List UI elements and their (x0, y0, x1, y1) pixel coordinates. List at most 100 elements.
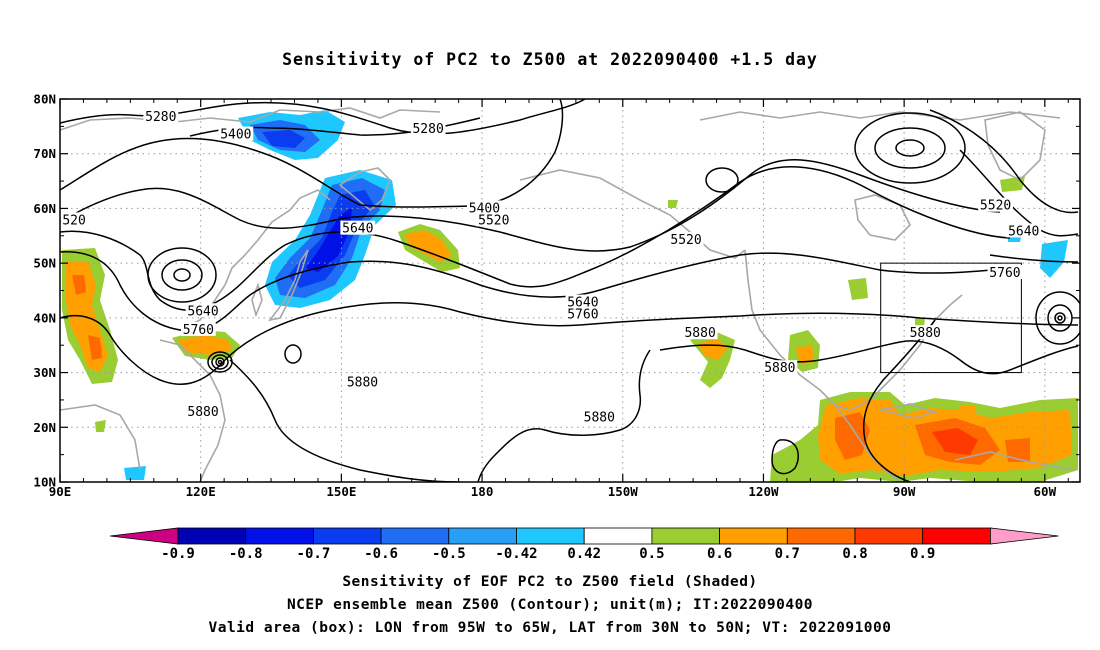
positive-sensitivity-region (88, 335, 102, 360)
positive-sensitivity-region (668, 200, 678, 208)
kamchatka-coastline (338, 167, 391, 212)
contour-label-bg (978, 197, 1013, 212)
contour-5520-east (929, 109, 1079, 214)
colorbar-label: 0.5 (639, 546, 664, 562)
contour-5280 (60, 99, 586, 135)
colorbar-segment (312, 527, 382, 545)
contour-label: 5640 (187, 304, 218, 319)
east-asia-coastline (60, 107, 441, 131)
contour-label-bg (143, 109, 179, 124)
lat-tick-label: 40N (33, 310, 56, 325)
valid-area-box (880, 262, 1022, 374)
positive-sensitivity-region (960, 405, 975, 418)
colorbar-triangle-low (109, 527, 179, 545)
contour-5880-s (229, 359, 461, 482)
contour-5760-east (989, 254, 1079, 263)
contour-5880-mexico (659, 340, 1079, 375)
contour-label-bg (345, 374, 380, 389)
colorbar-label: 0.7 (775, 546, 800, 562)
contour-label: 5280 (145, 110, 176, 125)
contour-label-bg (467, 200, 502, 215)
caption-valid-area: Valid area (box): LON from 95W to 65W, L… (208, 620, 892, 636)
contour-5760 (60, 251, 1011, 332)
positive-sensitivity-region (405, 230, 452, 262)
colorbar: -0.9 -0.8 -0.7 -0.6 -0.5 -0.42 0.42 0.5 0.6 0.7 0.… (109, 527, 1059, 562)
contour-label: 5400 (220, 128, 251, 143)
contour-label: 5520 (980, 199, 1011, 214)
contour-label-bg (410, 121, 446, 136)
contour-label-bg (907, 325, 943, 340)
colorbar-segment (651, 527, 721, 545)
contour-high-center (895, 139, 925, 157)
lon-tick-label: 120E (186, 484, 216, 499)
cuba-coastline (879, 403, 938, 419)
positive-sensitivity-region (848, 278, 868, 300)
contour-label-bg (668, 232, 704, 247)
contour-closed (1047, 304, 1073, 332)
sensitivity-shading (62, 110, 1078, 482)
contour-label-bg (218, 126, 254, 141)
southeast-asia-coastline (60, 404, 141, 471)
positive-sensitivity-region (95, 420, 106, 432)
contour-label-bg (565, 294, 601, 309)
lat-tick-label: 10N (33, 475, 56, 490)
contour-label: 5640 (342, 222, 373, 237)
positive-sensitivity-region (796, 345, 814, 364)
contour-label-bg (60, 212, 88, 227)
east-asia-coastline (159, 339, 226, 482)
contour-closed (1057, 315, 1063, 321)
contour-label-bg (1006, 223, 1042, 238)
contour-typhoon (217, 359, 223, 365)
contour-closed (284, 344, 302, 364)
contour-high-center (854, 112, 966, 184)
lat-tick-label: 30N (33, 365, 56, 380)
contour-label-bg (987, 264, 1023, 279)
alaska-coastline (519, 169, 746, 259)
colorbar-triangle-high (990, 527, 1059, 545)
lon-tick-label: 180 (471, 484, 494, 499)
contour-label: 5640 (1008, 224, 1039, 239)
lat-tick-label: 70N (33, 146, 56, 161)
positive-sensitivity-region (178, 335, 232, 355)
colorbar-label: 0.6 (707, 546, 732, 562)
contour-low-center (173, 268, 191, 282)
lat-tick-label: 20N (33, 420, 56, 435)
lon-tick-label: 120W (748, 484, 779, 499)
lat-tick-label: 50N (33, 256, 56, 271)
contour-5640 (60, 166, 1011, 311)
colorbar-segment (854, 527, 924, 545)
contour-label: 5880 (684, 326, 715, 341)
hudson-bay-coastline (854, 194, 911, 241)
greenland-coastline (984, 111, 1046, 181)
lon-tick-label: 150E (326, 484, 356, 499)
colorbar-segment (448, 527, 517, 545)
colorbar-segment (922, 527, 991, 545)
contour-label-bg (565, 306, 601, 321)
colorbar-label: -0.5 (432, 546, 466, 562)
colorbar-label: -0.8 (229, 546, 263, 562)
lat-tick-label: 80N (33, 92, 56, 107)
contour-label: 5760 (989, 266, 1020, 281)
colorbar-label: -0.7 (297, 546, 331, 562)
positive-sensitivity-region (932, 428, 978, 455)
contour-typhoon (207, 351, 233, 373)
lat-lon-grid (60, 99, 1080, 482)
contour-label-bg (476, 212, 512, 227)
contour-closed (1054, 312, 1066, 324)
contour-label: 5880 (764, 361, 795, 376)
positive-sensitivity-region (72, 275, 86, 295)
colorbar-label: -0.42 (495, 546, 537, 562)
contour-label: 5880 (584, 410, 615, 425)
north-america-coastline (699, 111, 1061, 121)
contour-label: 520 (62, 213, 85, 228)
contour-label-bg (581, 409, 617, 424)
contour-typhoon (211, 354, 229, 370)
contour-label-bg (180, 321, 216, 336)
lat-tick-label: 60N (33, 201, 56, 216)
contour-label-bg (762, 360, 798, 375)
contour-closed (1035, 291, 1080, 345)
korea-coastline (251, 282, 263, 318)
